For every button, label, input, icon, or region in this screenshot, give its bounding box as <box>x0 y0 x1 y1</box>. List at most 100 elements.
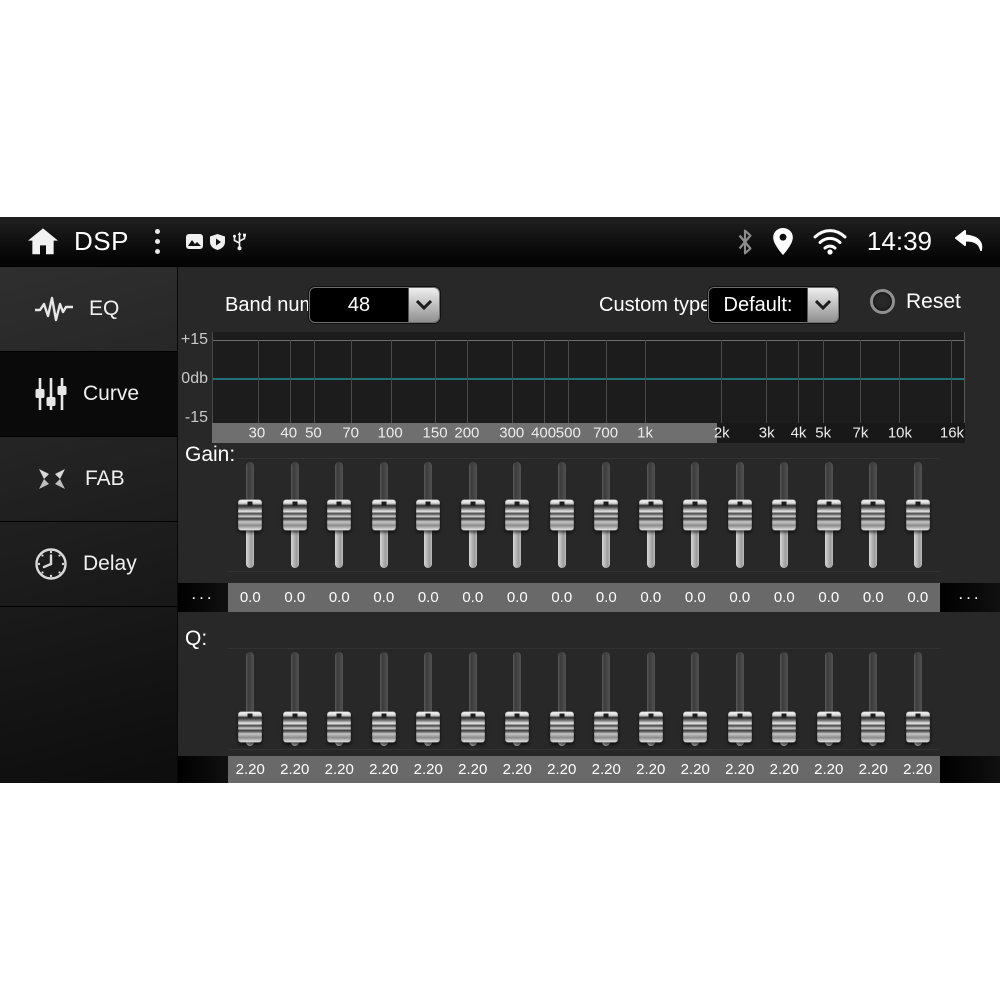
slider-thumb[interactable] <box>282 711 307 743</box>
slider-thumb[interactable] <box>371 711 396 743</box>
slider-thumb[interactable] <box>505 711 530 743</box>
menu-dots-icon[interactable] <box>154 229 160 254</box>
plot-top-gridline <box>213 340 964 341</box>
gain-band-slider[interactable] <box>896 459 941 571</box>
location-icon[interactable] <box>773 228 793 255</box>
slider-thumb[interactable] <box>683 711 708 743</box>
gain-band-value: 0.0 <box>818 589 840 606</box>
q-band-slider[interactable] <box>540 649 585 749</box>
slider-thumb[interactable] <box>238 711 263 743</box>
slider-thumb[interactable] <box>816 711 841 743</box>
eq-plot <box>212 332 965 423</box>
q-section-label: Q: <box>185 627 208 650</box>
custom-type-select[interactable]: Default: <box>708 287 839 323</box>
q-band-slider[interactable] <box>495 649 540 749</box>
wifi-icon[interactable] <box>813 228 847 255</box>
q-band-slider[interactable] <box>807 649 852 749</box>
freq-tick-label: 3k <box>758 424 775 442</box>
reset-radio[interactable] <box>870 289 895 314</box>
gain-band-slider[interactable] <box>851 459 896 571</box>
gain-scroll-left[interactable]: ... <box>178 583 228 612</box>
chevron-down-icon[interactable] <box>807 288 838 322</box>
q-band-slider[interactable] <box>762 649 807 749</box>
band-num-select[interactable]: 48 <box>309 287 440 323</box>
chevron-down-icon[interactable] <box>408 288 439 322</box>
slider-thumb[interactable] <box>460 711 485 743</box>
gain-band-slider[interactable] <box>273 459 318 571</box>
sidebar-item-curve[interactable]: Curve <box>0 352 177 437</box>
slider-thumb[interactable] <box>549 711 574 743</box>
freq-gridline <box>467 340 469 423</box>
q-band-value: 2.20 <box>502 761 532 778</box>
slider-thumb[interactable] <box>282 499 307 531</box>
slider-thumb[interactable] <box>416 711 441 743</box>
slider-thumb[interactable] <box>727 499 752 531</box>
slider-thumb[interactable] <box>683 499 708 531</box>
freq-gridline <box>351 340 353 423</box>
q-band-value: 2.20 <box>903 761 933 778</box>
reset-control[interactable]: Reset <box>870 289 961 314</box>
freq-axis[interactable]: 30 40 50 70 100 150 200 300 400 500 700 1k 2k 3k 4k 5k 7… <box>212 423 965 443</box>
more-dots-icon[interactable]: ... <box>958 583 982 603</box>
slider-thumb[interactable] <box>905 711 930 743</box>
slider-thumb[interactable] <box>549 499 574 531</box>
slider-thumb[interactable] <box>460 499 485 531</box>
q-band-slider[interactable] <box>851 649 896 749</box>
slider-thumb[interactable] <box>772 711 797 743</box>
q-band-slider[interactable] <box>673 649 718 749</box>
slider-thumb[interactable] <box>861 711 886 743</box>
slider-thumb[interactable] <box>327 499 352 531</box>
back-icon[interactable] <box>952 228 986 256</box>
sidebar-item-delay[interactable]: Delay <box>0 522 177 607</box>
gain-band-slider[interactable] <box>718 459 763 571</box>
q-band-slider[interactable] <box>718 649 763 749</box>
gain-band-slider[interactable] <box>807 459 852 571</box>
q-band-slider[interactable] <box>584 649 629 749</box>
more-dots-icon[interactable]: ... <box>191 583 215 603</box>
slider-thumb[interactable] <box>772 499 797 531</box>
slider-thumb[interactable] <box>638 499 663 531</box>
q-band-slider[interactable] <box>629 649 674 749</box>
slider-thumb[interactable] <box>371 499 396 531</box>
sidebar-item-label: FAB <box>85 467 125 490</box>
gain-band-slider[interactable] <box>228 459 273 571</box>
sidebar-item-eq[interactable]: EQ <box>0 267 177 352</box>
slider-track <box>646 462 655 568</box>
slider-thumb[interactable] <box>416 499 441 531</box>
q-band-slider[interactable] <box>317 649 362 749</box>
q-band-slider[interactable] <box>273 649 318 749</box>
q-band-slider[interactable] <box>896 649 941 749</box>
slider-thumb[interactable] <box>638 711 663 743</box>
q-band-slider[interactable] <box>362 649 407 749</box>
gain-band-slider[interactable] <box>406 459 451 571</box>
gain-band-slider[interactable] <box>495 459 540 571</box>
q-band-slider[interactable] <box>228 649 273 749</box>
gain-band-slider[interactable] <box>762 459 807 571</box>
slider-thumb[interactable] <box>238 499 263 531</box>
slider-thumb[interactable] <box>505 499 530 531</box>
gain-band-slider[interactable] <box>629 459 674 571</box>
sidebar-item-fab[interactable]: FAB <box>0 437 177 522</box>
slider-thumb[interactable] <box>327 711 352 743</box>
slider-thumb[interactable] <box>816 499 841 531</box>
gain-band-slider[interactable] <box>451 459 496 571</box>
q-band-slider[interactable] <box>406 649 451 749</box>
home-icon[interactable] <box>26 227 60 257</box>
gain-band-slider[interactable] <box>317 459 362 571</box>
slider-thumb[interactable] <box>727 711 752 743</box>
freq-tick-label: 16k <box>939 424 965 442</box>
gain-band-slider[interactable] <box>540 459 585 571</box>
gain-band-value: 0.0 <box>506 589 528 606</box>
gain-band-slider[interactable] <box>584 459 629 571</box>
gain-band-slider[interactable] <box>362 459 407 571</box>
slider-thumb[interactable] <box>594 499 619 531</box>
freq-tick-label: 150 <box>422 424 448 442</box>
slider-thumb[interactable] <box>861 499 886 531</box>
custom-type-label: Custom type: <box>599 294 717 316</box>
bluetooth-icon[interactable] <box>737 229 753 255</box>
q-band-slider[interactable] <box>451 649 496 749</box>
slider-thumb[interactable] <box>905 499 930 531</box>
slider-thumb[interactable] <box>594 711 619 743</box>
gain-band-slider[interactable] <box>673 459 718 571</box>
gain-scroll-right[interactable]: ... <box>940 583 1000 612</box>
